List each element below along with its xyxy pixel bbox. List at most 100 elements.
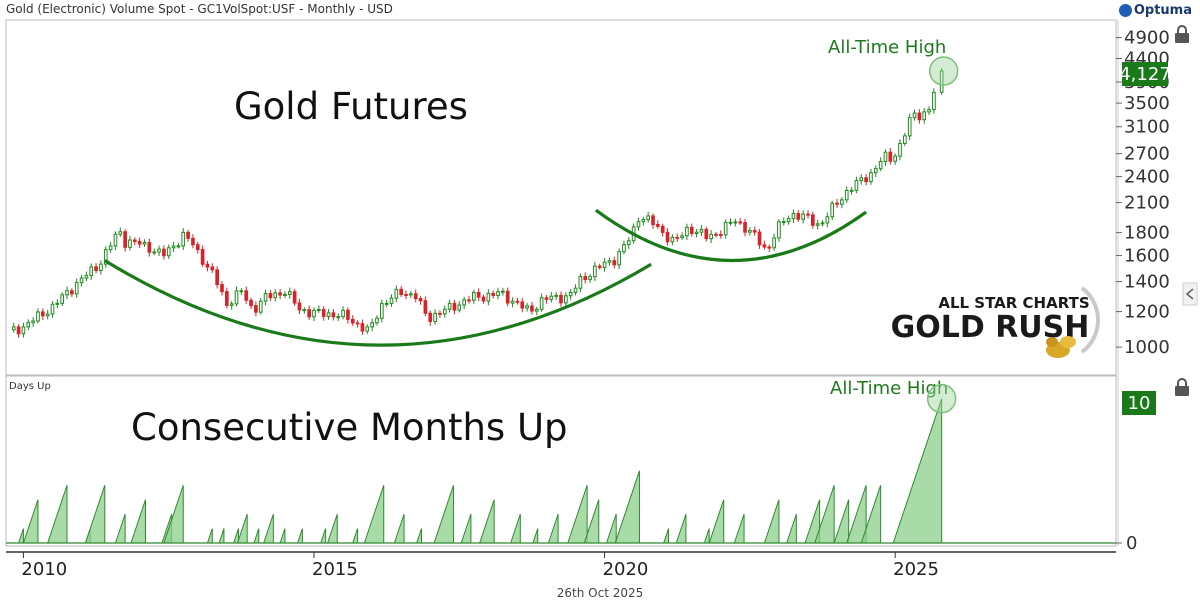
candle-body	[806, 213, 810, 216]
candle-body	[31, 320, 35, 324]
candle-body	[685, 226, 689, 237]
candle-body	[559, 294, 563, 304]
candlestick-series	[11, 68, 944, 338]
candle-body	[510, 300, 515, 304]
panel-collapse-icon[interactable]	[1182, 282, 1198, 306]
candle-body	[878, 160, 883, 170]
candle-body	[287, 291, 292, 295]
streak-area-segment	[393, 513, 405, 544]
candle-body	[903, 135, 907, 144]
price-y-tick-label: 4900	[1124, 28, 1170, 49]
streak-area-segment	[415, 528, 423, 544]
candle-body	[292, 291, 297, 304]
candle-body	[622, 244, 626, 253]
candle-body	[210, 266, 215, 271]
indicator-y-tick-label: 0	[1126, 533, 1137, 554]
candle-body	[50, 303, 55, 315]
candle-body	[254, 305, 258, 313]
streak-area-segment	[130, 499, 146, 544]
streak-area-segment	[326, 513, 338, 544]
candle-body	[549, 295, 554, 300]
candle-body	[283, 293, 287, 296]
candle-body	[757, 231, 762, 246]
candle-body	[171, 245, 176, 249]
candle-body	[297, 302, 302, 311]
price-y-tick-label: 2700	[1124, 144, 1170, 165]
candle-body	[302, 309, 307, 312]
streak-area-segment	[478, 499, 495, 544]
candle-body	[258, 300, 263, 313]
candle-body	[176, 245, 181, 248]
candle-body	[917, 112, 922, 121]
candle-body	[767, 246, 772, 249]
candle-body	[16, 326, 21, 335]
candle-body	[820, 222, 825, 225]
candle-body	[912, 112, 917, 119]
price-y-tick-label: 1800	[1124, 223, 1170, 244]
candle-body	[307, 309, 311, 318]
indicator-panel-frame	[5, 375, 1117, 547]
candle-body	[128, 239, 132, 248]
candle-body	[481, 296, 486, 302]
candle-body	[626, 240, 631, 246]
candle-body	[55, 302, 60, 305]
candle-body	[617, 251, 621, 266]
candle-body	[704, 228, 709, 240]
candle-body	[593, 265, 597, 278]
candle-body	[234, 290, 239, 305]
candle-body	[665, 231, 670, 243]
x-tick-label: 2010	[21, 559, 67, 580]
candle-body	[534, 308, 539, 312]
indicator-panel-title: Consecutive Months Up	[131, 406, 568, 449]
streak-area-segment	[605, 513, 617, 544]
price-lock-icon[interactable]	[1175, 25, 1189, 43]
price-ath-marker	[928, 56, 959, 86]
candle-body	[501, 290, 505, 293]
price-y-tick-label: 1600	[1124, 246, 1170, 267]
candle-body	[641, 219, 646, 223]
candle-body	[733, 221, 738, 224]
indicator-last-value-tag	[1122, 391, 1156, 415]
candle-body	[433, 312, 437, 323]
candle-body	[651, 215, 655, 226]
streak-area-segment	[218, 528, 225, 544]
candle-body	[205, 263, 210, 268]
candle-body	[544, 297, 549, 300]
chart-date-footer: 26th Oct 2025	[556, 586, 644, 600]
streak-area-segment	[662, 528, 670, 544]
candle-body	[738, 221, 743, 224]
candle-body	[825, 216, 830, 224]
candle-body	[471, 291, 476, 301]
candle-body	[103, 249, 108, 265]
candle-body	[45, 313, 50, 317]
candle-body	[772, 237, 776, 249]
candle-body	[389, 297, 394, 304]
candle-body	[844, 189, 849, 201]
candle-body	[118, 231, 123, 235]
candle-body	[888, 151, 893, 162]
candle-body	[220, 284, 224, 293]
optuma-logo-icon	[1118, 4, 1132, 17]
candle-body	[718, 233, 723, 236]
candle-body	[84, 275, 89, 279]
candle-body	[278, 292, 282, 296]
streak-area-segment	[703, 528, 710, 544]
indicator-lock-icon[interactable]	[1175, 378, 1189, 396]
candle-body	[152, 251, 157, 254]
price-y-tick-label: 1400	[1124, 272, 1170, 293]
streak-area-segment	[84, 485, 106, 544]
streak-area-segment	[733, 513, 745, 544]
x-tick-label: 2020	[603, 559, 649, 580]
candle-body	[660, 225, 665, 233]
candle-body	[379, 303, 384, 319]
x-tick-label: 2015	[312, 559, 358, 580]
candle-body	[452, 302, 457, 311]
candle-body	[365, 326, 370, 332]
candle-body	[607, 260, 612, 263]
candle-body	[312, 309, 316, 318]
candle-body	[350, 318, 355, 324]
candle-body	[384, 302, 389, 305]
streak-area-segment	[253, 528, 260, 544]
cup-annotations	[103, 208, 868, 347]
large-cup-arc	[103, 259, 652, 347]
